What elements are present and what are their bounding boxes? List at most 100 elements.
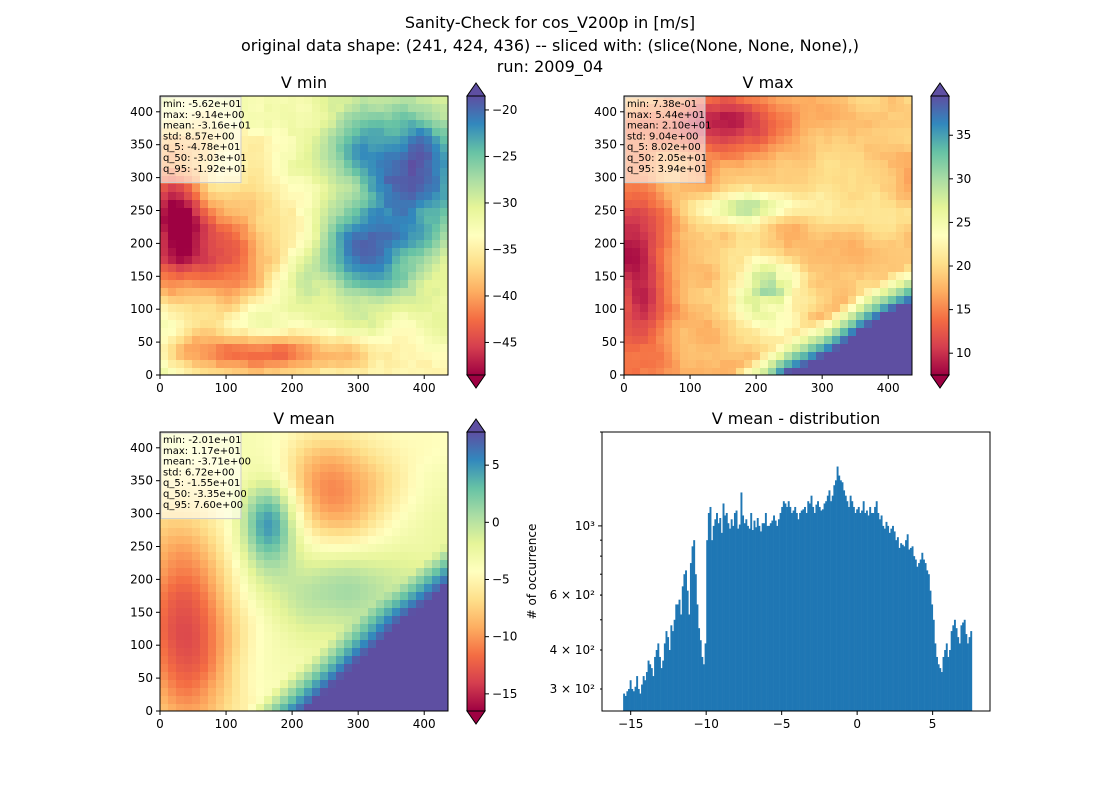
histogram-bar [927, 574, 930, 711]
y-tick-label: 150 [594, 269, 617, 283]
y-tick-label: 50 [602, 335, 617, 349]
histogram-bar [658, 656, 661, 711]
stats-line: min: -2.01e+01 [163, 435, 242, 446]
histogram-bar [676, 604, 679, 711]
colorbar [466, 95, 486, 376]
colorbar-tick-label: −5 [492, 573, 510, 587]
histogram-bar [939, 668, 942, 711]
histogram-bar [751, 530, 754, 711]
histogram-bar [898, 547, 901, 711]
histogram-bar [626, 691, 629, 711]
stats-line: q_95: -1.92e+01 [163, 164, 247, 175]
histogram-bar [655, 650, 658, 711]
histogram-bar [885, 521, 888, 711]
y-tick-label: 350 [594, 138, 617, 152]
histogram-bar [919, 559, 922, 711]
histogram-bar [667, 637, 670, 711]
y-tick-label: 0 [145, 368, 153, 382]
heatmap-image [160, 96, 448, 375]
stats-line: mean: -3.16e+01 [163, 121, 251, 132]
histogram-bar [815, 504, 818, 711]
histogram-bars [623, 466, 973, 711]
histogram-bar [805, 512, 808, 711]
x-tick-label: 100 [215, 381, 238, 395]
histogram-bar [735, 510, 738, 711]
heatmap-image [160, 432, 448, 711]
stats-line: q_5: -4.78e+01 [163, 142, 240, 153]
histogram-bar [903, 546, 906, 711]
panel-title: V min [281, 73, 327, 92]
histogram-bar [644, 680, 647, 711]
figure-title-line3: run: 2009_04 [496, 57, 604, 76]
histogram-bar [645, 672, 648, 711]
x-tick-label: 200 [281, 381, 304, 395]
histogram-bar [725, 512, 728, 711]
histogram-bar [768, 525, 771, 711]
histogram-bar [867, 515, 870, 711]
y-tick-label: 6 × 10² [550, 588, 596, 602]
histogram-bar [880, 515, 883, 711]
figure-title-line2: original data shape: (241, 424, 436) -- … [241, 36, 859, 55]
colorbar [466, 431, 486, 712]
histogram-bar [794, 506, 797, 711]
x-tick-label: 0 [620, 381, 628, 395]
x-tick-label: 300 [347, 381, 370, 395]
y-tick-label: 0 [145, 704, 153, 718]
histogram-bar [968, 637, 971, 711]
histogram-bar [924, 563, 927, 711]
histogram-bar [683, 574, 686, 711]
histogram-bar [628, 688, 630, 711]
histogram-bar [797, 519, 800, 711]
histogram-bar [802, 509, 805, 711]
histogram-bar [720, 532, 723, 711]
x-tick-label: 0 [156, 717, 164, 731]
histogram-bar [716, 512, 718, 711]
histogram-bar [748, 528, 751, 711]
colorbar-tick-label: −35 [492, 242, 517, 256]
histogram-bar [812, 506, 815, 711]
histogram-bar [875, 501, 878, 711]
histogram-bar [777, 519, 780, 711]
histogram-bar [883, 528, 886, 711]
histogram-bar [631, 688, 634, 711]
y-tick-label: 150 [130, 269, 153, 283]
colorbar-extend-min [930, 374, 950, 389]
histogram-bar [895, 540, 898, 711]
histogram-bar [857, 506, 860, 711]
histogram-bar [906, 534, 909, 711]
histogram-bar [779, 512, 782, 711]
histogram-bar [696, 604, 699, 711]
y-tick-label: 50 [138, 671, 153, 685]
stats-line: min: 7.38e-01 [627, 99, 697, 110]
colorbar-tick-label: 25 [956, 215, 971, 229]
histogram-bar [766, 525, 769, 711]
histogram-bar [807, 501, 810, 711]
histogram-bar [856, 509, 859, 711]
stats-line: std: 6.72e+00 [163, 467, 235, 478]
stats-line: std: 8.57e+00 [163, 131, 235, 142]
x-tick-label: 400 [877, 381, 900, 395]
panel-title: V mean [273, 409, 334, 428]
histogram-bar [953, 619, 956, 711]
histogram-bar [921, 552, 924, 711]
y-tick-label: 100 [130, 638, 153, 652]
y-tick-label: 250 [130, 203, 153, 217]
histogram-bar [947, 656, 950, 711]
stats-line: max: -9.14e+00 [163, 110, 244, 121]
histogram-bar [774, 520, 777, 711]
histogram-bar [750, 512, 753, 711]
histogram-bar [706, 540, 709, 711]
histogram-bar [742, 515, 745, 711]
histogram-bar [787, 501, 790, 711]
histogram-bar [817, 501, 819, 711]
y-tick-label: 350 [130, 474, 153, 488]
colorbar-tick-label: −40 [492, 289, 517, 303]
histogram-bar [691, 546, 694, 711]
y-tick-label: 200 [130, 572, 153, 586]
y-tick-label: 200 [594, 236, 617, 250]
histogram-bar [795, 512, 798, 711]
histogram-bar [945, 643, 948, 711]
stats-line: q_5: -1.55e+01 [163, 478, 240, 489]
histogram-bar [709, 506, 712, 711]
